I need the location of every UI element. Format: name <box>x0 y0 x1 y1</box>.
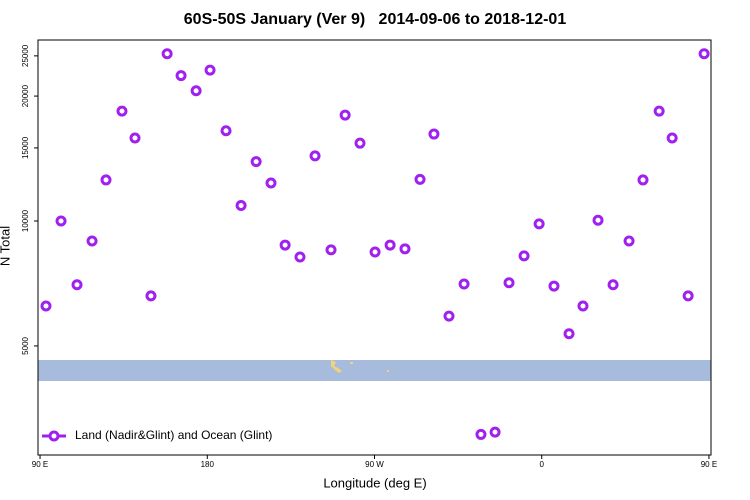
legend-label: Land (Nadir&Glint) and Ocean (Glint) <box>75 428 272 442</box>
point <box>623 235 635 247</box>
point <box>518 250 530 262</box>
point <box>175 70 187 82</box>
land <box>331 360 342 373</box>
point <box>653 105 665 117</box>
point <box>265 177 277 189</box>
point <box>399 243 411 255</box>
point <box>204 64 216 76</box>
point <box>71 279 83 291</box>
point <box>279 239 291 251</box>
y-tick-label: 25000 <box>21 44 30 67</box>
point <box>414 173 426 185</box>
x-axis-label: Longitude (deg E) <box>323 475 426 490</box>
point <box>458 278 470 290</box>
point <box>682 290 694 302</box>
point <box>384 239 396 251</box>
point <box>55 215 67 227</box>
point <box>443 310 455 322</box>
point <box>475 428 487 440</box>
land <box>350 362 353 364</box>
point <box>86 235 98 247</box>
point <box>503 277 515 289</box>
point <box>190 85 202 97</box>
x-tick-label: 90 W <box>365 460 384 469</box>
point <box>161 48 173 60</box>
y-axis-label: N Total <box>0 226 12 266</box>
point <box>40 300 52 312</box>
point <box>577 300 589 312</box>
point <box>339 109 351 121</box>
legend-marker <box>48 430 60 442</box>
point <box>309 150 321 162</box>
chart-title: 60S-50S January (Ver 9) 2014-09-06 to 20… <box>184 11 567 28</box>
point <box>548 280 560 292</box>
point <box>637 174 649 186</box>
y-tick-label: 20000 <box>21 84 30 107</box>
point <box>592 214 604 226</box>
x-tick-label: 90 E <box>701 460 717 469</box>
point <box>129 132 141 144</box>
point <box>698 48 710 60</box>
map-strip <box>38 360 711 381</box>
point <box>607 279 619 291</box>
point <box>145 290 157 302</box>
land <box>387 370 389 372</box>
x-tick-label: 180 <box>201 460 215 469</box>
point <box>116 105 128 117</box>
point <box>533 218 545 230</box>
point <box>489 426 501 438</box>
x-tick-label: 0 <box>540 460 545 469</box>
point <box>563 328 575 340</box>
point <box>250 156 262 168</box>
y-tick-label: 5000 <box>21 336 30 354</box>
point <box>354 137 366 149</box>
y-tick-label: 10000 <box>21 209 30 232</box>
point <box>428 128 440 140</box>
point <box>369 246 381 258</box>
point <box>294 251 306 263</box>
point <box>666 132 678 144</box>
point <box>220 125 232 137</box>
point <box>100 174 112 186</box>
point <box>325 244 337 256</box>
x-tick-label: 90 E <box>32 460 48 469</box>
y-tick-label: 15000 <box>21 136 30 159</box>
point <box>235 199 247 211</box>
